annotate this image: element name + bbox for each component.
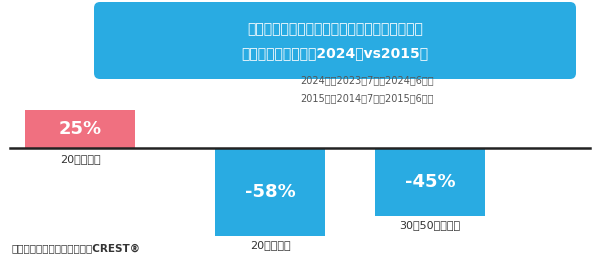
Bar [25, 110, 135, 148]
Text: -45%: -45% [404, 173, 455, 191]
Text: 飲食した食機会数　2024年vs2015年: 飲食した食機会数 2024年vs2015年 [241, 47, 428, 60]
Bar [215, 148, 325, 236]
Text: 外食（イートイン）：年代別ビール、サワーを: 外食（イートイン）：年代別ビール、サワーを [247, 22, 423, 36]
FancyBboxPatch shape [94, 2, 576, 79]
Text: 2015年：2014年7月〜2015年6月計: 2015年：2014年7月〜2015年6月計 [300, 93, 433, 103]
Text: 30〜50代ビール: 30〜50代ビール [400, 220, 461, 230]
Bar [375, 148, 485, 216]
Text: 出典：サカーナ・ジャパン　CREST®: 出典：サカーナ・ジャパン CREST® [12, 243, 141, 253]
Text: 2024年：2023年7月〜2024年6月計: 2024年：2023年7月〜2024年6月計 [300, 75, 434, 85]
Text: 25%: 25% [58, 120, 101, 138]
Text: 20代サワー: 20代サワー [59, 154, 100, 164]
Text: 20代ビール: 20代ビール [250, 240, 290, 250]
Text: -58%: -58% [245, 183, 295, 201]
